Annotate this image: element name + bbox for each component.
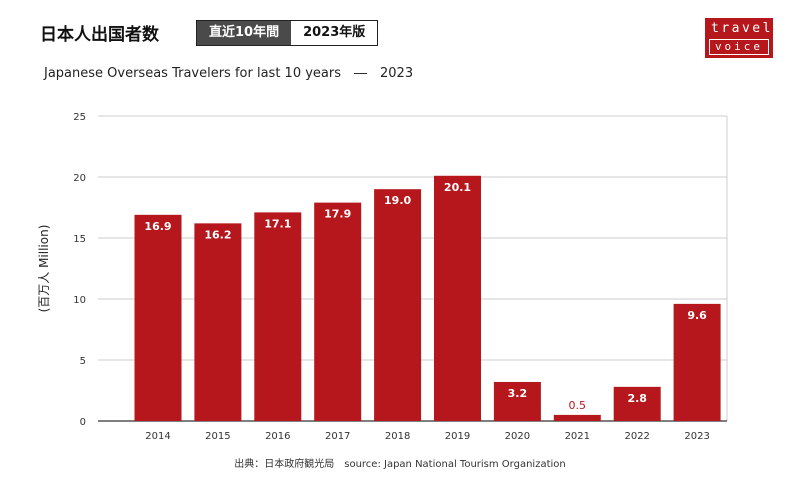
chart-title: Japanese Overseas Travelers for last 10 … xyxy=(44,66,414,81)
y-tick-label: 20 xyxy=(73,173,86,184)
x-tick-label: 2021 xyxy=(565,431,590,442)
bar-value-label: 16.2 xyxy=(204,228,231,241)
bar xyxy=(673,303,721,421)
x-tick-label: 2016 xyxy=(265,431,290,442)
x-tick-label: 2014 xyxy=(145,431,170,442)
period-badge: 直近10年間 xyxy=(197,21,292,45)
bar xyxy=(493,381,541,421)
bar xyxy=(374,189,422,421)
x-tick-label: 2015 xyxy=(205,431,230,442)
bar xyxy=(613,386,661,421)
source-note: 出典：日本政府観光局 source: Japan National Touris… xyxy=(234,459,566,470)
bar-value-label: 2.8 xyxy=(627,392,647,405)
y-axis-label: (百万人 Million) xyxy=(37,225,51,313)
bar-value-label: 20.1 xyxy=(444,181,471,194)
edition-badge-group: 直近10年間 2023年版 xyxy=(196,20,379,46)
bar xyxy=(134,214,182,421)
bar xyxy=(434,175,481,421)
x-tick-label: 2022 xyxy=(624,431,649,442)
y-tick-label: 5 xyxy=(80,356,86,367)
y-tick-label: 25 xyxy=(73,112,86,123)
page-title: 日本人出国者数 xyxy=(40,25,159,45)
bar xyxy=(314,202,362,421)
x-tick-label: 2018 xyxy=(385,431,410,442)
x-tick-label: 2020 xyxy=(505,431,530,442)
bar xyxy=(553,414,601,421)
bar-value-label: 17.1 xyxy=(264,217,291,230)
y-tick-label: 10 xyxy=(73,295,86,306)
logo-line-voice: voice xyxy=(709,39,769,55)
bar-value-label: 17.9 xyxy=(324,208,351,221)
bar-value-label: 19.0 xyxy=(384,194,411,207)
x-tick-label: 2017 xyxy=(325,431,350,442)
x-tick-label: 2023 xyxy=(684,431,709,442)
y-tick-label: 15 xyxy=(73,234,86,245)
bar-value-label: 0.5 xyxy=(569,399,587,412)
edition-badge: 2023年版 xyxy=(291,21,378,45)
travelvoice-logo[interactable]: travel voice xyxy=(705,18,773,58)
logo-line-travel: travel xyxy=(711,21,773,36)
bar xyxy=(194,223,242,421)
y-tick-label: 0 xyxy=(80,417,86,428)
x-tick-label: 2019 xyxy=(445,431,470,442)
bar-value-label: 9.6 xyxy=(687,309,707,322)
bar-value-label: 16.9 xyxy=(144,220,171,233)
bar-value-label: 3.2 xyxy=(508,387,528,400)
bar xyxy=(254,212,302,421)
